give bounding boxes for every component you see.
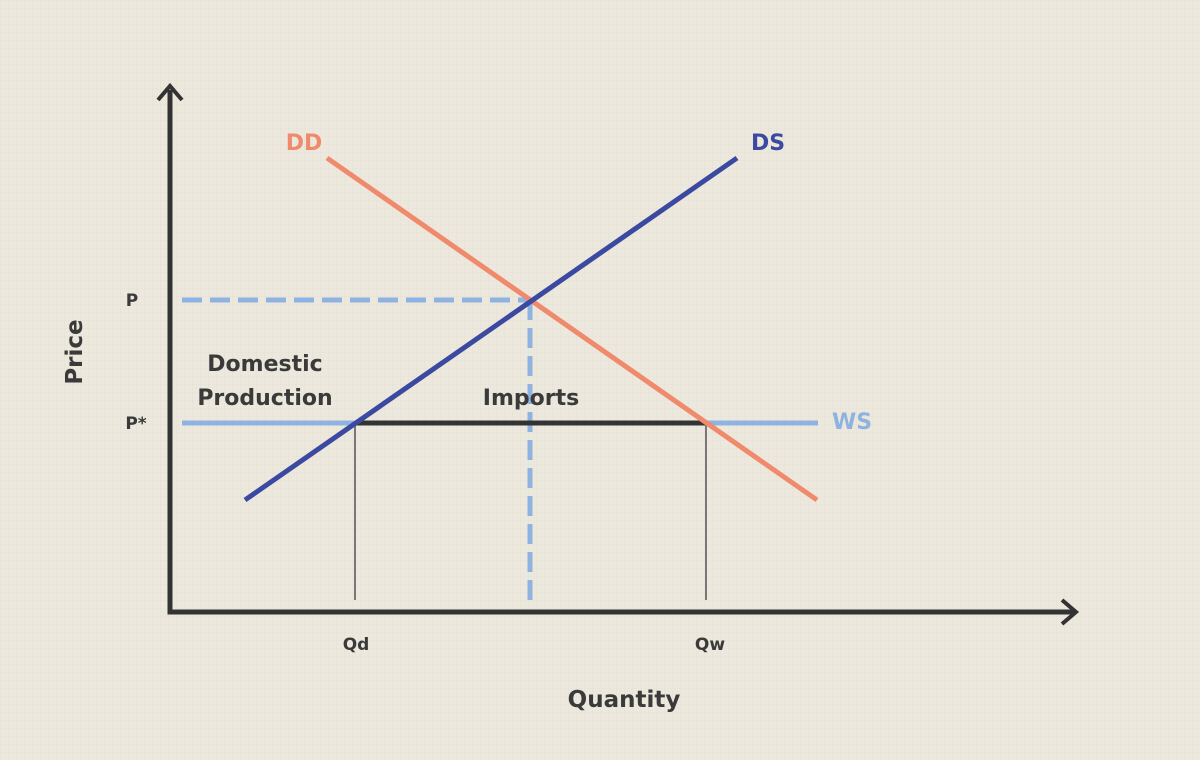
region-label: Imports: [483, 386, 579, 411]
price-label-p: P: [126, 291, 138, 311]
supply-curve: [243, 155, 739, 503]
quantity-label-qd: Qd: [343, 635, 370, 655]
demand-label: DD: [286, 131, 323, 156]
y-axis-title: Price: [62, 319, 88, 384]
region-label: Production: [197, 386, 332, 411]
region-label: Domestic: [207, 352, 322, 377]
world-supply-label: WS: [832, 410, 872, 435]
supply-label: DS: [751, 131, 785, 156]
x-axis-title: Quantity: [568, 687, 681, 713]
y-axis-arrow: [156, 82, 184, 102]
price-label-pstar: P*: [125, 414, 146, 434]
x-axis-arrow: [1060, 598, 1080, 626]
demand-curve: [325, 155, 819, 503]
axes: [167, 90, 1074, 615]
quantity-label-qw: Qw: [695, 635, 725, 655]
